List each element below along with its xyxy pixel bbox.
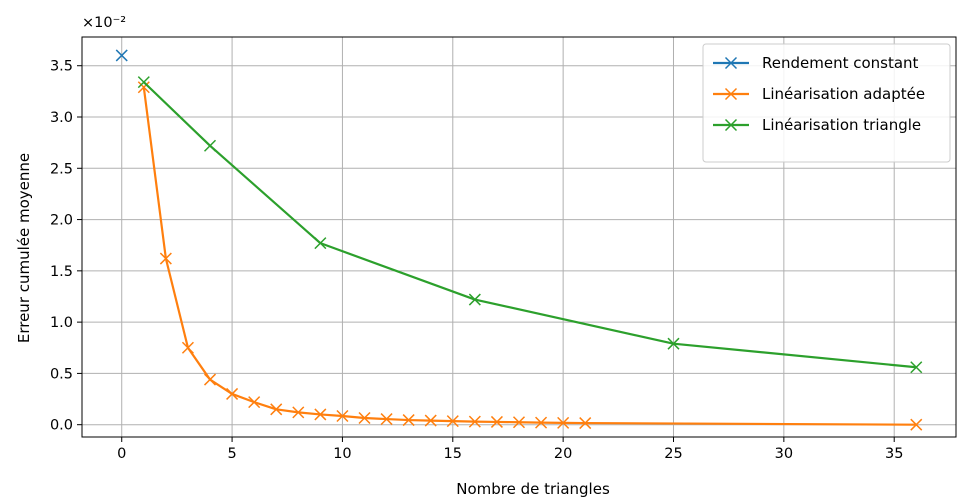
data-point-marker <box>203 373 217 386</box>
data-point-marker <box>667 337 680 350</box>
y-tick-label: 2.5 <box>50 161 73 177</box>
x-tick-label: 10 <box>333 446 351 462</box>
data-point-marker <box>270 403 283 416</box>
series-line <box>142 87 917 426</box>
data-point-marker <box>468 293 481 306</box>
x-tick-label: 15 <box>444 446 462 462</box>
legend-marker <box>724 118 738 132</box>
data-point-marker <box>446 415 459 428</box>
grid <box>82 37 956 437</box>
legend-label: Rendement constant <box>762 54 919 72</box>
data-point-marker <box>910 361 923 374</box>
series-3 <box>137 76 923 374</box>
y-tick-label: 1.5 <box>50 264 73 280</box>
y-axis-scale-factor: ×10⁻² <box>82 15 126 31</box>
data-point-marker <box>512 416 526 429</box>
data-point-marker <box>910 418 923 431</box>
y-tick-label: 3.0 <box>50 110 73 126</box>
legend-label: Linéarisation adaptée <box>762 85 925 103</box>
y-tick-label: 2.0 <box>50 213 73 229</box>
x-axis-label: Nombre de triangles <box>456 480 610 498</box>
data-point-marker <box>314 408 327 421</box>
data-point-marker <box>358 411 371 425</box>
ticks: 0 5 10 15 20 25 30 35 0.0 0.5 1.0 1.5 2.0 2.5 3.0 3.5 <box>50 59 903 462</box>
data-point-marker <box>137 76 150 89</box>
legend-marker <box>724 87 738 101</box>
data-point-marker <box>468 415 481 428</box>
data-point-marker <box>380 413 393 426</box>
x-tick-label: 30 <box>775 446 793 462</box>
series-line <box>143 81 917 369</box>
y-tick-label: 0.5 <box>50 366 73 382</box>
legend: Rendement constant Linéarisation adaptée L… <box>702 43 951 163</box>
y-tick-label: 3.5 <box>50 59 73 75</box>
data-point-marker <box>424 414 437 427</box>
data-point-marker <box>115 49 128 62</box>
data-point-marker <box>292 406 305 419</box>
data-point-marker <box>402 414 415 427</box>
x-tick-label: 35 <box>885 446 903 462</box>
data-point-marker <box>557 416 570 429</box>
data-point-marker <box>137 81 150 94</box>
data-point-marker <box>336 409 349 423</box>
data-point-marker <box>314 237 327 250</box>
x-tick-label: 5 <box>227 446 236 462</box>
series-2 <box>137 81 923 431</box>
data-point-marker <box>579 417 592 430</box>
y-axis-label: Erreur cumulée moyenne <box>15 153 33 343</box>
data-point-marker <box>248 396 261 409</box>
data-point-marker <box>226 387 239 400</box>
y-tick-label: 1.0 <box>50 315 73 331</box>
data-point-marker <box>203 139 217 152</box>
legend-box <box>702 43 951 163</box>
legend-label: Linéarisation triangle <box>762 116 921 134</box>
y-tick-label: 0.0 <box>50 418 73 434</box>
x-tick-label: 25 <box>664 446 682 462</box>
x-tick-label: 20 <box>554 446 572 462</box>
legend-marker <box>724 56 738 70</box>
data-point-marker <box>181 341 194 354</box>
series-1 <box>115 49 128 62</box>
data-point-marker <box>535 416 548 429</box>
series-layer <box>115 49 923 431</box>
x-tick-label: 0 <box>117 446 126 462</box>
plot-frame <box>81 36 957 438</box>
data-point-marker <box>159 252 172 265</box>
data-point-marker <box>490 415 503 428</box>
